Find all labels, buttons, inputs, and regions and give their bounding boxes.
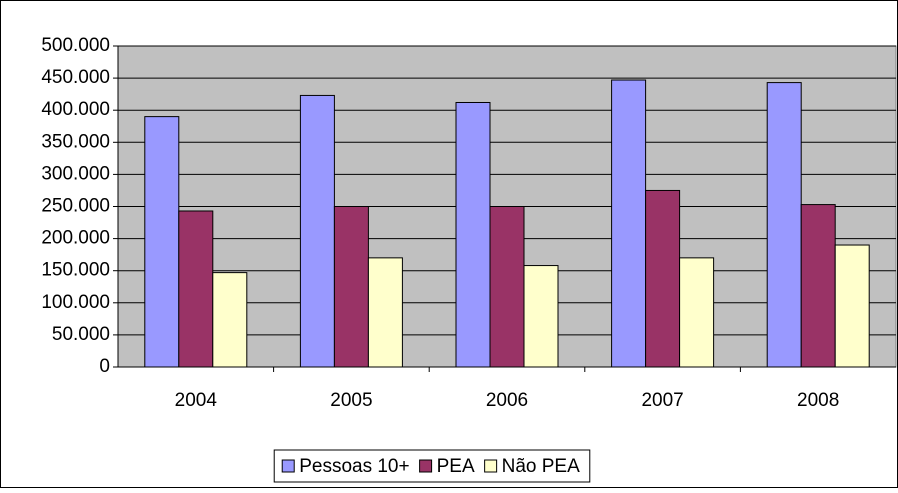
bar <box>766 82 802 368</box>
legend: Pessoas 10+ PEA Não PEA <box>273 449 591 483</box>
bar <box>489 206 525 368</box>
y-tick-label: 100.000 <box>41 292 110 313</box>
bar <box>144 116 180 368</box>
x-tick-label: 2007 <box>641 390 683 411</box>
bar <box>212 272 248 368</box>
y-tick-label: 500.000 <box>41 35 110 56</box>
x-tick-label: 2008 <box>797 390 839 411</box>
y-tick-label: 400.000 <box>41 99 110 120</box>
y-tick-label: 350.000 <box>41 131 110 152</box>
bar <box>178 210 214 368</box>
bar <box>367 257 403 368</box>
bar <box>611 79 647 368</box>
y-tick-label: 300.000 <box>41 163 110 184</box>
y-tick-label: 150.000 <box>41 260 110 281</box>
legend-label: Pessoas 10+ <box>299 456 409 477</box>
y-tick-label: 0 <box>99 356 110 377</box>
bar <box>834 244 870 368</box>
x-tick-label: 2006 <box>486 390 528 411</box>
legend-label: Não PEA <box>502 456 580 477</box>
x-tick-label: 2004 <box>175 390 218 411</box>
x-tick-label: 2005 <box>330 390 372 411</box>
legend-swatch <box>281 459 295 473</box>
legend-swatch <box>484 459 498 473</box>
y-tick-label: 50.000 <box>52 324 110 345</box>
bar <box>299 94 335 368</box>
y-tick-label: 250.000 <box>41 196 110 217</box>
bar <box>333 206 369 368</box>
bar <box>523 265 559 368</box>
legend-label: PEA <box>437 456 475 477</box>
legend-swatch <box>419 459 433 473</box>
y-tick-label: 200.000 <box>41 228 110 249</box>
y-tick-label: 450.000 <box>41 67 110 88</box>
bar <box>679 257 715 368</box>
bar <box>800 204 836 368</box>
bar <box>645 189 681 368</box>
bar <box>455 101 491 368</box>
